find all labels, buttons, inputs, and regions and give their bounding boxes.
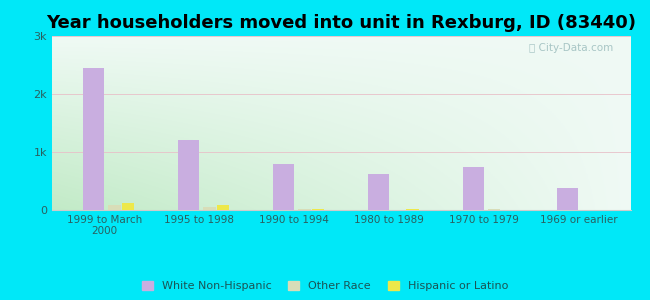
- Bar: [406, 209, 419, 210]
- Title: Year householders moved into unit in Rexburg, ID (83440): Year householders moved into unit in Rex…: [46, 14, 636, 32]
- Bar: [203, 206, 216, 210]
- Bar: [311, 209, 324, 210]
- Bar: [298, 209, 311, 210]
- Bar: [122, 203, 135, 210]
- Bar: [273, 164, 294, 210]
- Bar: [109, 205, 121, 210]
- Text: ⓘ City-Data.com: ⓘ City-Data.com: [529, 43, 613, 53]
- Bar: [368, 174, 389, 210]
- Bar: [501, 209, 514, 210]
- Bar: [393, 209, 406, 210]
- Bar: [178, 140, 199, 210]
- Legend: White Non-Hispanic, Other Race, Hispanic or Latino: White Non-Hispanic, Other Race, Hispanic…: [142, 281, 508, 291]
- Bar: [83, 68, 104, 210]
- Bar: [488, 209, 500, 210]
- Bar: [463, 167, 484, 210]
- Bar: [558, 188, 579, 210]
- Bar: [216, 206, 229, 210]
